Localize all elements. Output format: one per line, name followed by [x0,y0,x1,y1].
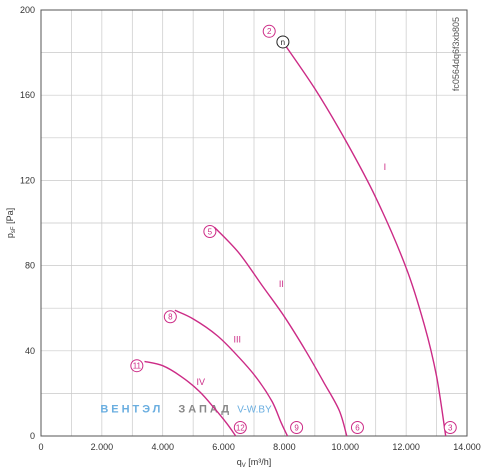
x-tick-label: 8.000 [273,442,296,452]
y-tick-label: 80 [25,261,35,271]
x-tick-label: 4.000 [151,442,174,452]
marker-circle [290,420,304,434]
marker-circle [443,420,457,434]
curve-I [282,41,447,437]
marker-3: 3 [443,420,457,434]
curve-II [213,226,348,437]
marker-2: 2 [262,24,276,38]
y-tick-label: 160 [20,90,35,100]
curve-III [174,309,289,437]
curve-label-I: I [384,162,387,172]
curve-IV [144,360,237,437]
marker-circle [262,24,276,38]
y-tick-label: 40 [25,346,35,356]
watermark: ВЕНТЭЛ ЗАПАД V-W.BY [100,404,272,416]
watermark-site: V-W.BY [237,405,272,416]
y-tick-labels: 0 40 80 120 160 200 [20,5,35,441]
plot-frame [40,9,468,437]
x-tick-labels: 0 2.000 4.000 6.000 8.000 10.000 12.000 14.000 [38,442,480,452]
grid [41,10,467,436]
x-tick-label: 2.000 [91,442,114,452]
marker-label: 9 [294,423,299,432]
y-tick-label: 120 [20,175,35,185]
marker-n: n [276,35,290,49]
watermark-brand-gray: ЗАПАД [178,404,232,416]
marker-12: 12 [233,420,247,434]
marker-8: 8 [163,310,177,324]
y-tick-label: 0 [30,431,35,441]
y-axis-label: psF [Pa] [5,208,17,238]
marker-label: 8 [168,313,173,322]
marker-label: 3 [448,423,453,432]
marker-circle [350,420,364,434]
marker-label: 12 [236,423,245,432]
marker-circle [163,310,177,324]
y-tick-label: 200 [20,5,35,15]
marker-label: n [281,38,285,47]
marker-label: 2 [267,27,272,36]
x-tick-label: 0 [38,442,43,452]
marker-11: 11 [130,359,144,373]
marker-6: 6 [350,420,364,434]
marker-label: 5 [208,227,213,236]
x-tick-label: 14.000 [453,442,481,452]
marker-circle [233,420,247,434]
x-tick-label: 12.000 [392,442,420,452]
diagram-code: fc0564dq6f3xb805 [451,17,461,91]
point-markers: 2n 3 5 6 8 9 11 12 [130,24,457,434]
x-tick-label: 10.000 [332,442,360,452]
marker-circle [203,225,217,239]
x-axis-label: qV [m³/h] [237,457,272,469]
marker-circle [130,359,144,373]
curve-label-IV: IV [196,377,205,387]
marker-9: 9 [290,420,304,434]
watermark-brand-blue: ВЕНТЭЛ [100,404,163,416]
curves [144,41,447,437]
curve-label-III: III [234,334,242,344]
x-tick-label: 6.000 [212,442,235,452]
marker-label: 6 [355,423,360,432]
curve-label-II: II [279,279,284,289]
marker-circle [276,35,290,49]
marker-label: 11 [133,362,142,371]
marker-5: 5 [203,225,217,239]
